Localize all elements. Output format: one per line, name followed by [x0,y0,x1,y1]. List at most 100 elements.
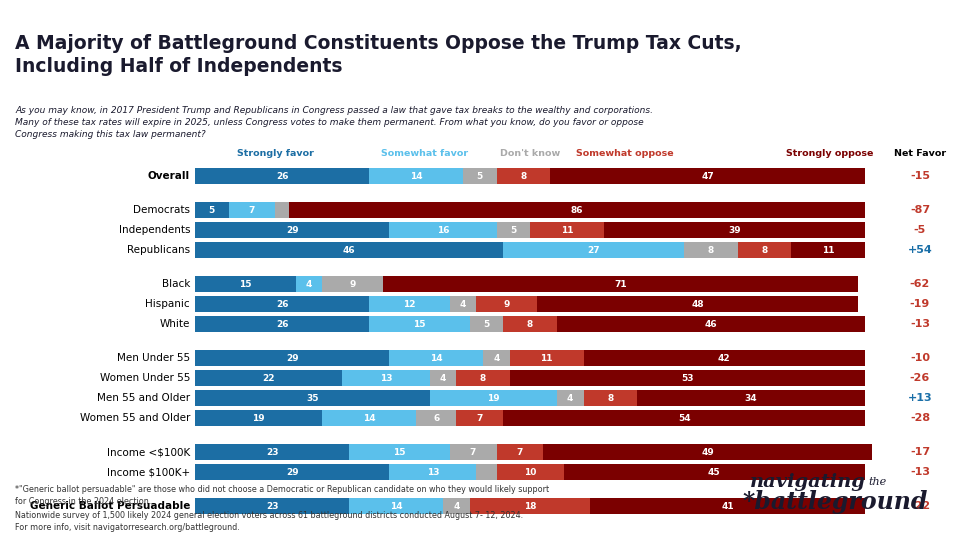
Text: 41: 41 [721,502,734,511]
Text: Men 55 and Older: Men 55 and Older [97,393,190,403]
Text: Somewhat oppose: Somewhat oppose [576,149,674,158]
Text: 23: 23 [266,502,278,511]
Text: Somewhat favor: Somewhat favor [381,149,468,158]
Text: 5: 5 [483,320,490,329]
Bar [684,242,737,258]
Bar [370,296,449,312]
Text: 26: 26 [276,320,288,329]
Bar [503,242,684,258]
Text: 14: 14 [363,414,375,423]
Text: 49: 49 [701,448,714,457]
Bar [449,444,496,460]
Text: 29: 29 [286,354,299,363]
Bar [557,390,584,406]
Text: 15: 15 [239,280,252,289]
Text: 13: 13 [380,374,393,383]
Bar [557,316,865,332]
Text: Nationwide survey of 1,500 likely 2024 general election voters across 61 battleg: Nationwide survey of 1,500 likely 2024 g… [15,511,523,532]
Bar [449,296,476,312]
Bar [195,370,343,386]
Text: 7: 7 [249,206,255,215]
Text: Net Favor: Net Favor [894,149,946,158]
Text: 8: 8 [527,320,533,329]
Bar [737,242,791,258]
Text: Women 55 and Older: Women 55 and Older [80,413,190,423]
Text: Republicans: Republicans [127,245,190,255]
Text: 4: 4 [493,354,500,363]
Text: Income <$100K: Income <$100K [107,447,190,457]
Text: 27: 27 [588,246,600,255]
Bar [530,222,604,238]
Bar [195,390,429,406]
Text: 48: 48 [691,300,704,309]
Bar [456,370,510,386]
Text: -28: -28 [910,413,930,423]
Text: Black: Black [161,279,190,289]
Bar [550,168,865,184]
Bar [289,202,865,218]
Bar [791,242,865,258]
Bar [323,276,383,292]
Bar [476,296,537,312]
Text: -62: -62 [910,279,930,289]
Bar [496,464,564,480]
Bar [503,316,557,332]
Bar [637,390,865,406]
Bar [343,370,429,386]
Text: -87: -87 [910,205,930,215]
Bar [469,316,503,332]
Text: 15: 15 [413,320,425,329]
Text: -10: -10 [910,353,930,363]
Text: 5: 5 [208,206,215,215]
Text: the: the [868,477,886,487]
Bar [195,296,370,312]
Bar [390,464,476,480]
Text: 15: 15 [393,448,406,457]
Bar [370,168,463,184]
Bar [564,464,865,480]
Bar [537,296,858,312]
Text: 53: 53 [682,374,694,383]
Text: 29: 29 [286,468,299,477]
Bar [370,316,469,332]
Text: 8: 8 [608,394,613,403]
Text: White: White [159,319,190,329]
Text: -26: -26 [910,373,930,383]
Text: 8: 8 [480,374,486,383]
Bar [469,498,590,514]
Text: 11: 11 [822,246,834,255]
Bar [195,410,323,426]
Text: *"Generic ballot persuadable" are those who did not choose a Democratic or Repub: *"Generic ballot persuadable" are those … [15,485,549,507]
Text: -17: -17 [910,447,930,457]
Text: -15: -15 [910,171,930,181]
Bar [349,498,443,514]
Bar [195,444,349,460]
Text: 4: 4 [460,300,467,309]
Text: 45: 45 [708,468,721,477]
Bar [584,390,637,406]
Text: 39: 39 [728,226,741,235]
Text: Strongly favor: Strongly favor [236,149,313,158]
Bar [195,222,390,238]
Bar [195,350,390,366]
Bar [228,202,276,218]
Text: -13: -13 [910,319,930,329]
Bar [483,350,510,366]
Bar [195,168,370,184]
Text: 14: 14 [410,172,422,181]
Bar [496,222,530,238]
Text: 54: 54 [678,414,690,423]
Text: 4: 4 [567,394,573,403]
Text: 8: 8 [761,246,768,255]
Text: 18: 18 [524,502,537,511]
Text: 9: 9 [349,280,355,289]
Text: Hispanic: Hispanic [145,299,190,309]
Text: 5: 5 [510,226,516,235]
Bar [390,350,483,366]
Text: 9: 9 [503,300,510,309]
Text: 22: 22 [262,374,275,383]
Bar [276,202,289,218]
Bar [503,410,865,426]
Bar [604,222,865,238]
Text: 46: 46 [343,246,355,255]
